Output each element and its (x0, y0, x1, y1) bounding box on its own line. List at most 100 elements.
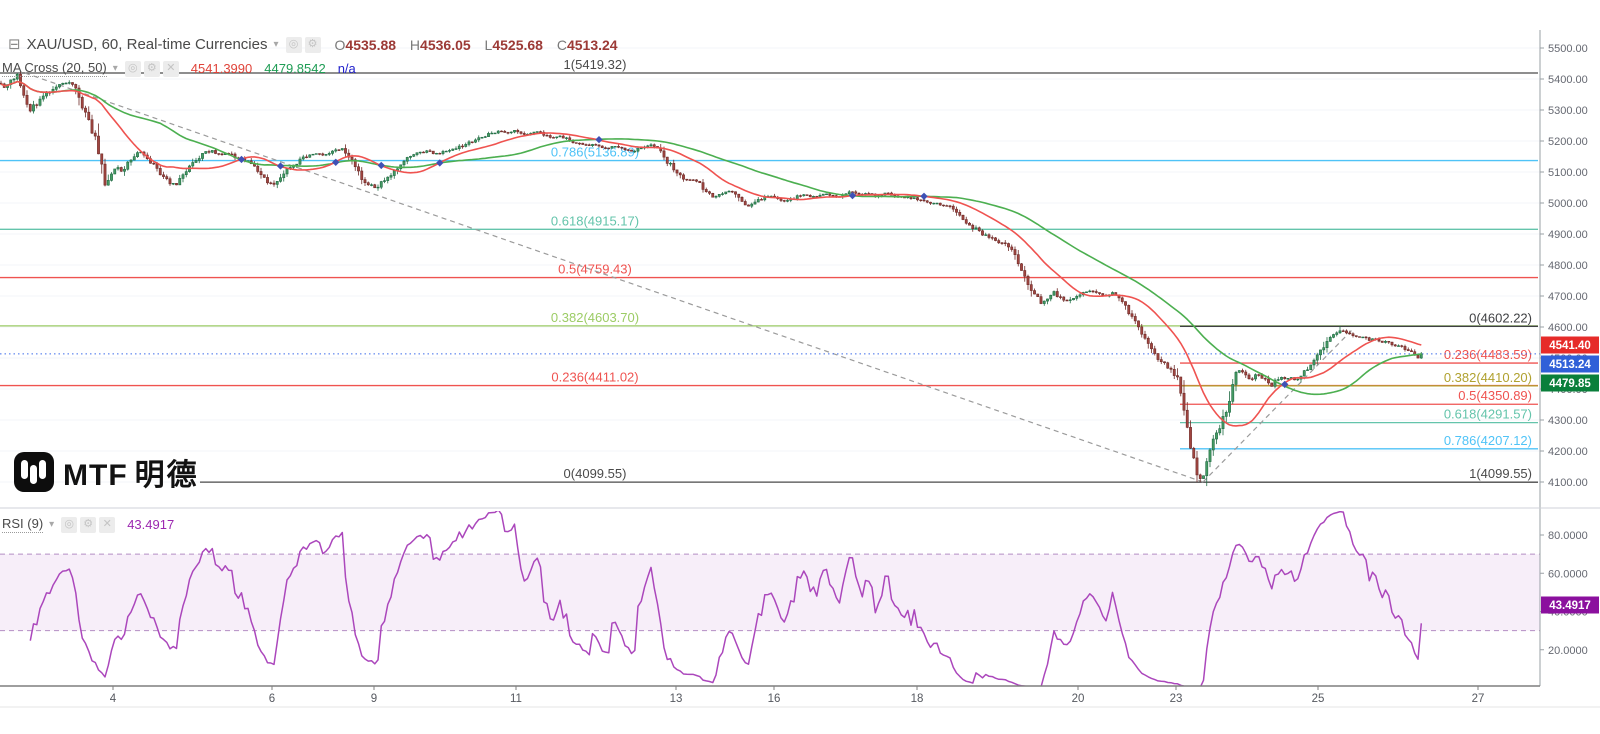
time-tick-label: 13 (670, 693, 683, 705)
chevron-down-icon[interactable]: ▾ (273, 39, 279, 50)
time-tick-label: 23 (1170, 693, 1183, 705)
ma-cross-marker-icon (276, 162, 285, 170)
indicator-settings-icon[interactable]: ⚙ (80, 516, 97, 533)
ma-slow-line[interactable] (0, 80, 1422, 396)
symbol-header: ⊟ XAU/USD, 60, Real-time Currencies ▾ ◎ … (8, 36, 618, 53)
time-tick-label: 6 (269, 693, 275, 705)
fib-level-label: 0.786(5136.89) (551, 145, 639, 160)
mtf-brand-logo: MTF 明德 (14, 450, 199, 494)
price-tick-label: 4300.00 (1548, 415, 1588, 427)
price-tick-label: 5100.00 (1548, 167, 1588, 179)
fib-level-label: 0(4602.22) (1469, 310, 1532, 325)
fib-level-label: 0.618(4291.57) (1444, 407, 1532, 422)
hide-indicator-icon[interactable]: ◎ (61, 516, 78, 533)
low-value: 4525.68 (492, 36, 543, 53)
mtf-logo-icon (14, 452, 54, 492)
ma-cross-marker-icon (237, 155, 246, 164)
price-tick-label: 4600.00 (1548, 322, 1588, 334)
time-tick-label: 9 (371, 693, 377, 705)
ma-cross-legend: MA Cross (20, 50) ▾ ◎ ⚙ ✕ 4541.3990 4479… (2, 60, 356, 77)
chevron-down-icon[interactable]: ▾ (49, 519, 55, 530)
price-gridlines (0, 47, 1540, 483)
price-tick-label: 5200.00 (1548, 136, 1588, 148)
rsi-value-label (1541, 596, 1599, 614)
open-value: 4535.88 (345, 36, 397, 53)
time-tick-label: 16 (768, 693, 781, 705)
rsi-tick-label: 20.0000 (1548, 645, 1588, 657)
ma-fast-value: 4541.3990 (190, 61, 253, 76)
hide-indicator-icon[interactable]: ◎ (285, 36, 302, 53)
fib-retracement-down[interactable]: 1(5419.32) 0.786(5136.89) 0.618(4915.17) 0.… (0, 57, 1538, 483)
fib-level-label: 0.618(4915.17) (551, 213, 639, 228)
last-price-label (1541, 355, 1599, 373)
symbol-title[interactable]: XAU/USD, 60, Real-time Currencies (26, 36, 268, 53)
time-axis[interactable]: 4 6 9 11 13 16 18 20 23 25 27 (110, 686, 1485, 705)
svg-text:4479.85: 4479.85 (1549, 378, 1591, 390)
price-tick-label: 5000.00 (1548, 198, 1588, 210)
fib-level-label: 0.382(4410.20) (1444, 370, 1532, 385)
collapse-pane-icon[interactable]: ⊟ (8, 36, 21, 53)
fib-level-label: 0.382(4603.70) (551, 310, 639, 325)
rsi-line[interactable] (29, 510, 1423, 687)
svg-text:4513.24: 4513.24 (1549, 359, 1591, 371)
rsi-tick-label: 80.0000 (1548, 530, 1588, 542)
ohlc-readout: O4535.88 H4536.05 L4525.68 C4513.24 (334, 36, 618, 53)
ma-cross-na-value: n/a (337, 61, 356, 76)
time-tick-label: 20 (1072, 693, 1085, 705)
ma-cross-marker-icon (595, 135, 603, 144)
fib-level-label: 0.5(4350.89) (1458, 388, 1532, 403)
ma-cross-marker-icon (436, 159, 444, 167)
time-tick-label: 27 (1472, 693, 1485, 705)
hide-indicator-icon[interactable]: ◎ (124, 60, 141, 77)
fib-level-label: 0.236(4411.02) (551, 370, 638, 385)
remove-indicator-icon[interactable]: ✕ (99, 516, 116, 533)
ma-cross-title[interactable]: MA Cross (20, 50) (2, 60, 107, 77)
settings-gear-icon[interactable]: ⚙ (304, 36, 321, 53)
ma-fast-line[interactable] (0, 80, 1422, 427)
price-tick-label: 4800.00 (1548, 260, 1588, 272)
close-value: 4513.24 (566, 36, 618, 53)
high-value: 4536.05 (420, 36, 471, 53)
fib-level-label: 0.786(4207.12) (1444, 433, 1532, 448)
ma-fast-price-label (1541, 336, 1599, 354)
price-tick-label: 4100.00 (1548, 477, 1588, 489)
main-pane[interactable]: 1(5419.32) 0.786(5136.89) 0.618(4915.17) 0.… (0, 47, 1540, 487)
price-axis[interactable]: 5500.00 5400.00 5300.00 5200.00 5100.00 5000.… (1540, 43, 1599, 657)
indicator-settings-icon[interactable]: ⚙ (143, 60, 160, 77)
fib-level-label: 0(4099.55) (564, 466, 627, 481)
remove-indicator-icon[interactable]: ✕ (162, 60, 179, 77)
logo-latin-text: MTF (63, 459, 128, 492)
rsi-title[interactable]: RSI (9) (2, 516, 44, 533)
rsi-value: 43.4917 (127, 517, 175, 532)
svg-text:4541.40: 4541.40 (1549, 340, 1591, 352)
fib-trendline[interactable] (1202, 329, 1353, 483)
price-tick-label: 5400.00 (1548, 74, 1588, 86)
price-tick-label: 4900.00 (1548, 229, 1588, 241)
chevron-down-icon[interactable]: ▾ (112, 63, 118, 74)
candlestick-series[interactable] (0, 70, 1423, 487)
time-tick-label: 25 (1312, 693, 1325, 705)
fib-level-label: 0.236(4483.59) (1444, 347, 1532, 362)
price-tick-label: 4200.00 (1548, 446, 1588, 458)
ma-cross-marker-icon (920, 192, 928, 200)
ma-slow-value: 4479.8542 (264, 61, 326, 76)
time-tick-label: 18 (911, 693, 924, 705)
fib-level-label: 1(5419.32) (564, 57, 627, 72)
fib-level-label: 0.5(4759.43) (558, 262, 632, 277)
ma-slow-price-label (1541, 374, 1599, 392)
time-tick-label: 11 (510, 693, 522, 705)
rsi-tick-label: 60.0000 (1548, 568, 1588, 580)
rsi-band (0, 554, 1540, 631)
fib-retracement-up[interactable]: 0(4602.22) 0.236(4483.59) 0.382(4410.20) 0.… (1180, 310, 1538, 483)
rsi-legend: RSI (9) ▾ ◎ ⚙ ✕ 43.4917 (2, 516, 174, 533)
svg-text:43.4917: 43.4917 (1549, 600, 1591, 612)
ma-cross-marker-icon (848, 191, 857, 200)
price-tick-label: 5500.00 (1548, 43, 1588, 55)
ma-cross-marker-icon (1281, 380, 1289, 389)
rsi-pane[interactable] (0, 510, 1540, 687)
logo-cjk-text: 明德 (134, 459, 199, 492)
fib-trendline[interactable] (24, 72, 1204, 483)
price-tick-label: 4700.00 (1548, 291, 1588, 303)
